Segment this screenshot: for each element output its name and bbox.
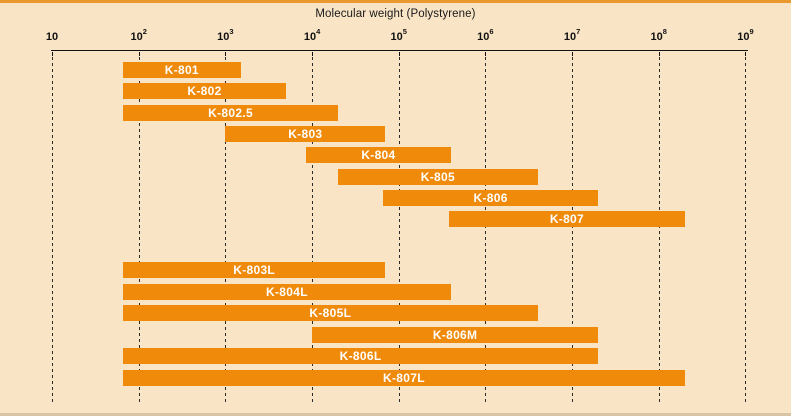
tick-exponent: 8 [662,27,667,37]
x-axis-tick-label: 102 [130,27,147,43]
range-bar-k-806: K-806 [383,189,599,206]
bar-label: K-804 [361,148,396,163]
range-bar-k-801: K-801 [123,62,241,78]
top-border-line [0,0,791,3]
dashed-gridline [572,57,574,405]
bar-label: K-806L [339,349,382,364]
tick-exponent: 2 [142,27,147,37]
range-bar-k-803l: K-803L [123,262,386,278]
x-axis-tick-mark [225,52,227,56]
bar-label: K-805 [420,169,455,184]
x-axis-tick-mark [312,52,314,56]
x-axis-tick-mark [485,52,487,56]
dashed-gridline [398,57,400,405]
bar-label: K-803L [233,263,276,277]
range-bar-k-802: K-802 [123,83,286,100]
x-axis-tick-label: 10 [45,31,59,43]
dashed-gridline [485,57,487,405]
dashed-gridline [745,57,747,405]
x-axis-tick-label: 106 [477,27,494,43]
x-axis-tick-label: 104 [303,27,321,43]
dashed-gridline [312,57,314,405]
bar-label: K-801 [164,63,199,77]
tick-exponent: 3 [229,27,234,37]
x-axis-tick-label: 108 [650,27,667,43]
tick-exponent: 5 [402,27,407,37]
x-axis-tick-label: 107 [563,27,581,43]
bar-label: K-807L [383,371,425,385]
dashed-gridline [658,57,660,405]
range-bar-k-805l: K-805L [123,305,538,322]
bar-label: K-803 [288,126,323,141]
range-bar-k-804l: K-804L [123,283,451,300]
range-bar-k-803: K-803 [225,125,386,142]
tick-exponent: 7 [576,27,581,37]
bar-label: K-802.5 [208,105,253,120]
bottom-border-line [0,413,791,416]
x-axis-tick-label: 105 [390,27,407,43]
chart-title: Molecular weight (Polystyrene) [315,8,476,20]
x-axis-tick-mark [398,52,400,56]
bar-label: K-804L [266,284,308,299]
x-axis-tick-mark [52,52,53,56]
bar-label: K-806M [432,327,478,342]
x-axis-tick-mark [138,52,140,56]
x-axis-line [51,50,748,51]
bar-label: K-802 [187,84,222,99]
tick-exponent: 9 [749,27,754,37]
bar-label: K-805L [309,306,352,321]
range-bar-k-802-5: K-802.5 [123,104,339,121]
x-axis-tick-label: 109 [737,27,754,43]
range-bar-k-806m: K-806M [312,326,599,343]
x-axis-tick-mark [572,52,574,56]
range-bar-k-805: K-805 [338,168,538,185]
range-bar-k-804: K-804 [305,147,451,164]
bar-label: K-807 [549,212,584,227]
bar-label: K-806 [473,190,508,205]
dashed-gridline [138,57,140,405]
x-axis-tick-mark [745,52,747,56]
tick-exponent: 6 [489,27,494,37]
tick-exponent: 4 [316,27,321,37]
dashed-gridline [52,57,53,405]
range-bar-k-807l: K-807L [123,370,685,386]
range-bar-k-806l: K-806L [123,348,599,365]
dashed-gridline [225,57,227,405]
x-axis-tick-label: 103 [217,27,234,43]
x-axis-tick-mark [658,52,660,56]
range-bar-k-807: K-807 [448,211,685,228]
